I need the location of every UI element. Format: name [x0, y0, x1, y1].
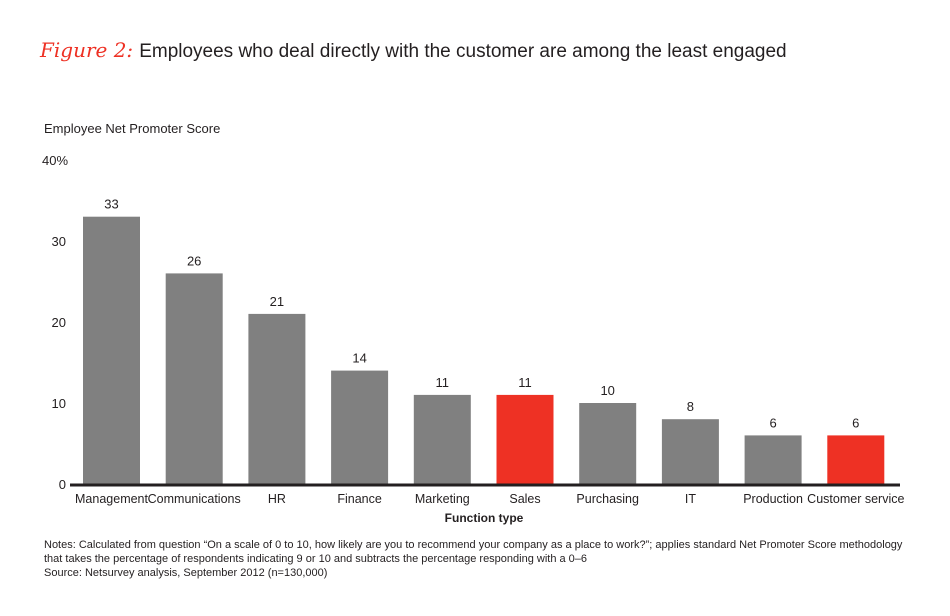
- data-label: 6: [769, 415, 776, 430]
- x-tick-label: HR: [268, 492, 286, 506]
- notes-line-2: that takes the percentage of respondents…: [44, 553, 588, 565]
- bar-production: [744, 435, 802, 484]
- y-tick-label: 10: [52, 396, 66, 411]
- x-tick-label: Production: [743, 492, 803, 506]
- data-label: 14: [352, 351, 366, 366]
- bar-sales: [496, 394, 554, 484]
- y-tick-label: 30: [52, 234, 66, 249]
- data-label: 6: [852, 415, 859, 430]
- x-tick-label: Finance: [337, 492, 382, 506]
- data-label: 26: [187, 253, 201, 268]
- y-axis-label: Employee Net Promoter Score: [44, 121, 221, 136]
- bar-management: [83, 216, 140, 484]
- x-tick-label: IT: [685, 492, 696, 506]
- bar-hr: [248, 313, 306, 484]
- x-tick-label: Purchasing: [576, 492, 639, 506]
- bar-customer-service: [827, 435, 885, 484]
- y-tick-label: 20: [52, 315, 66, 330]
- data-label: 21: [270, 294, 284, 309]
- data-label: 33: [104, 197, 118, 212]
- notes-line-1: Notes: Calculated from question “On a sc…: [44, 539, 903, 551]
- data-label: 8: [687, 399, 694, 414]
- x-tick-label: Marketing: [415, 492, 470, 506]
- x-axis-label: Function type: [445, 511, 524, 525]
- title-text: Employees who deal directly with the cus…: [139, 41, 787, 62]
- bar-purchasing: [579, 403, 637, 484]
- notes: Notes: Calculated from question “On a sc…: [44, 538, 924, 580]
- data-label: 10: [600, 383, 614, 398]
- bar-marketing: [413, 394, 471, 484]
- data-label: 11: [518, 375, 532, 390]
- x-tick-label: Sales: [509, 492, 540, 506]
- bar-finance: [331, 370, 389, 484]
- x-tick-label: Communications: [148, 492, 241, 506]
- chart-title: Figure 2: Employees who deal directly wit…: [40, 38, 787, 63]
- y-tick-label: 40%: [42, 153, 68, 168]
- y-tick-label: 0: [59, 477, 66, 492]
- bar-it: [661, 419, 719, 484]
- bar-communications: [165, 273, 223, 484]
- source-line: Source: Netsurvey analysis, September 20…: [44, 567, 328, 579]
- x-tick-label: Customer service: [807, 492, 904, 506]
- data-label: 11: [436, 375, 450, 390]
- figure-label: Figure 2:: [40, 38, 134, 62]
- x-tick-label: Management: [75, 492, 148, 506]
